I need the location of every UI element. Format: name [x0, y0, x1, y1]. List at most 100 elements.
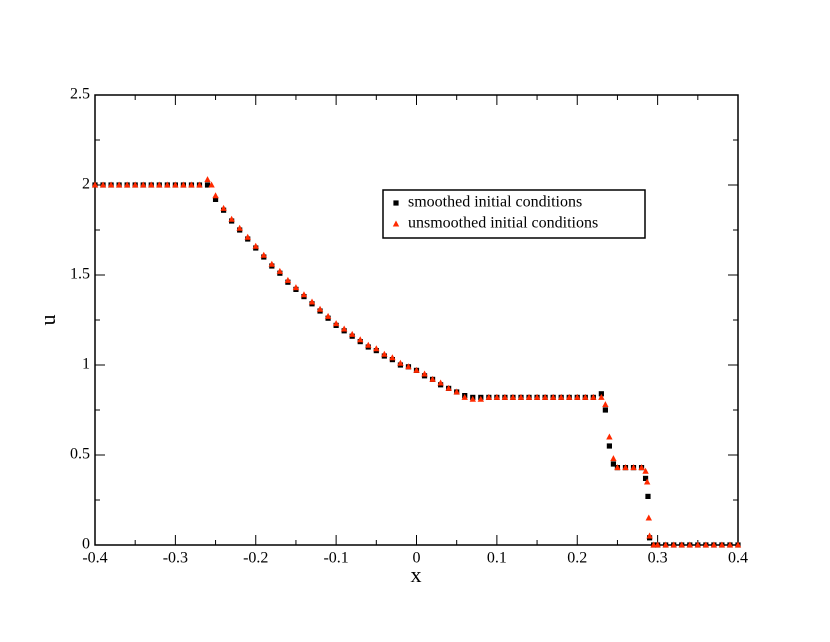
- y-tick-label: 0.5: [70, 446, 90, 463]
- marker: [260, 251, 267, 258]
- x-tick-label: 0.4: [728, 550, 748, 567]
- marker: [610, 455, 617, 462]
- marker: [437, 379, 444, 386]
- marker: [469, 395, 476, 402]
- marker: [172, 181, 179, 188]
- marker: [650, 541, 657, 548]
- y-tick-label: 0: [82, 536, 90, 553]
- marker: [590, 393, 597, 400]
- marker: [284, 276, 292, 283]
- marker: [541, 393, 549, 400]
- marker: [389, 354, 396, 361]
- marker: [212, 196, 219, 202]
- x-tick-label: 0.2: [567, 550, 587, 567]
- marker: [557, 393, 565, 400]
- marker: [131, 181, 139, 188]
- marker: [606, 443, 612, 449]
- marker: [196, 181, 203, 188]
- marker: [726, 541, 734, 548]
- marker: [252, 242, 259, 249]
- marker: [602, 407, 608, 413]
- marker: [493, 393, 501, 400]
- marker: [654, 541, 661, 548]
- marker: [164, 181, 171, 188]
- x-tick-label: -0.2: [243, 550, 268, 567]
- marker: [421, 370, 428, 377]
- marker: [477, 395, 484, 402]
- marker: [453, 388, 460, 395]
- marker: [140, 181, 147, 188]
- marker: [148, 181, 155, 188]
- marker: [645, 493, 651, 499]
- marker: [204, 176, 211, 183]
- marker: [598, 393, 605, 400]
- marker: [533, 393, 541, 400]
- legend-box: [382, 189, 646, 239]
- y-tick-label: 2: [82, 176, 90, 193]
- marker: [525, 393, 533, 400]
- marker: [324, 312, 332, 319]
- marker: [373, 345, 380, 352]
- marker: [718, 541, 726, 548]
- marker: [276, 267, 284, 274]
- marker: [606, 433, 613, 440]
- marker: [156, 181, 163, 188]
- marker: [638, 464, 645, 471]
- marker: [642, 475, 649, 481]
- marker: [244, 233, 251, 240]
- marker: [212, 192, 219, 199]
- marker: [622, 464, 629, 471]
- marker: [188, 181, 195, 188]
- y-tick-label: 1.5: [70, 266, 90, 283]
- marker: [397, 359, 404, 366]
- marker: [598, 391, 604, 397]
- marker: [208, 181, 215, 188]
- marker: [381, 350, 388, 357]
- marker: [99, 181, 107, 188]
- marker: [678, 541, 685, 548]
- marker: [574, 393, 581, 400]
- marker: [694, 541, 702, 548]
- marker: [107, 181, 115, 188]
- marker: [91, 181, 99, 188]
- marker: [445, 384, 452, 391]
- marker: [509, 393, 517, 400]
- marker: [643, 478, 651, 485]
- marker: [340, 325, 348, 332]
- marker: [204, 182, 211, 188]
- x-tick-label: 0: [413, 550, 421, 567]
- x-tick-label: -0.1: [323, 550, 348, 567]
- marker: [582, 393, 589, 400]
- marker: [429, 375, 436, 382]
- y-axis-label: u: [35, 315, 60, 326]
- marker: [268, 260, 276, 267]
- marker: [180, 181, 187, 188]
- marker: [614, 464, 621, 471]
- marker: [662, 541, 669, 548]
- x-tick-label: 0.3: [648, 550, 668, 567]
- x-axis-label: x: [411, 562, 422, 587]
- marker: [316, 305, 324, 312]
- marker: [220, 204, 227, 211]
- marker: [610, 461, 617, 467]
- marker: [734, 541, 742, 548]
- marker: [300, 291, 308, 298]
- marker: [365, 341, 372, 348]
- marker: [115, 181, 123, 188]
- marker: [702, 541, 710, 548]
- marker: [642, 467, 649, 474]
- plot-frame: [94, 94, 739, 546]
- marker: [349, 330, 356, 337]
- legend-marker: [393, 200, 399, 206]
- marker: [602, 401, 609, 408]
- marker: [308, 298, 316, 305]
- marker: [549, 393, 557, 400]
- marker: [292, 284, 300, 291]
- marker: [566, 393, 573, 400]
- legend-label: smoothed initial conditions: [408, 194, 582, 211]
- marker: [686, 541, 693, 548]
- marker: [485, 393, 493, 400]
- marker: [501, 393, 509, 400]
- legend-label: unsmoothed initial conditions: [408, 215, 598, 232]
